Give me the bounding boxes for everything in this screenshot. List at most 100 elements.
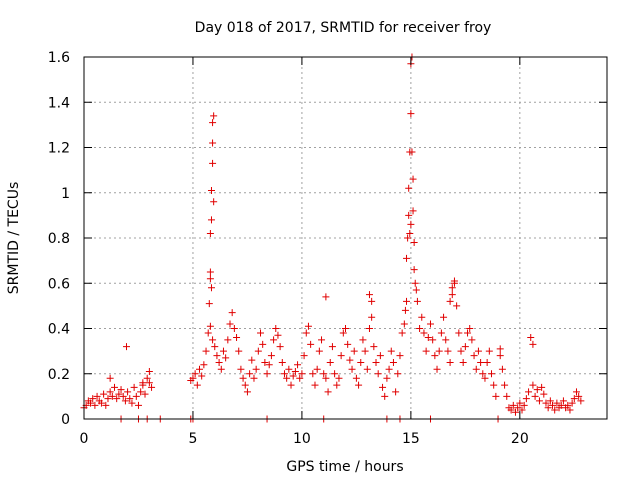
data-point	[485, 347, 493, 355]
data-point	[117, 386, 125, 394]
data-point	[474, 347, 482, 355]
data-point	[313, 365, 321, 373]
data-point	[387, 347, 395, 355]
data-point	[464, 329, 472, 337]
data-point	[418, 313, 426, 321]
data-point	[259, 340, 267, 348]
data-point	[239, 374, 247, 382]
data-point	[287, 381, 295, 389]
data-point	[498, 365, 506, 373]
data-point	[145, 379, 153, 387]
data-point	[404, 234, 412, 242]
data-point	[531, 392, 539, 400]
data-point	[302, 329, 310, 337]
data-point	[285, 365, 293, 373]
y-tick-label: 0.2	[48, 367, 70, 383]
data-point	[408, 148, 416, 156]
data-point	[457, 347, 465, 355]
data-point	[350, 347, 358, 355]
data-point	[411, 279, 419, 287]
data-point	[206, 229, 214, 237]
data-point	[89, 395, 97, 403]
data-point	[141, 390, 149, 398]
data-point	[363, 365, 371, 373]
data-point	[250, 374, 258, 382]
data-point	[93, 392, 101, 400]
y-tick-label: 0.8	[48, 231, 70, 247]
data-point	[206, 268, 214, 276]
data-point	[309, 370, 317, 378]
data-point	[420, 329, 428, 337]
data-point	[379, 383, 387, 391]
data-point	[121, 397, 129, 405]
data-point	[461, 343, 469, 351]
data-point	[405, 184, 413, 192]
data-point	[564, 401, 572, 409]
data-point	[385, 365, 393, 373]
data-point	[333, 381, 341, 389]
data-point	[413, 297, 421, 305]
data-point	[219, 347, 227, 355]
x-tick-label: 0	[80, 431, 89, 447]
data-point	[479, 370, 487, 378]
data-point	[370, 343, 378, 351]
data-point	[207, 216, 215, 224]
data-point	[210, 198, 218, 206]
data-point	[304, 322, 312, 330]
data-point	[115, 390, 123, 398]
data-point	[209, 139, 217, 147]
data-point	[298, 370, 306, 378]
data-point	[248, 356, 256, 364]
data-point	[381, 392, 389, 400]
data-point	[540, 390, 548, 398]
data-point	[398, 329, 406, 337]
data-point	[228, 309, 236, 317]
data-point	[435, 347, 443, 355]
data-point	[496, 345, 504, 353]
axis-ticks: 0 0.2 0.4 0.6 0.8 1 1.2 1.4 1.6 0 5 10 15 20	[48, 50, 607, 447]
y-tick-label: 0.6	[48, 276, 70, 292]
data-point	[470, 352, 478, 360]
data-point	[224, 336, 232, 344]
data-point	[265, 361, 273, 369]
data-point	[134, 401, 142, 409]
data-point	[401, 306, 409, 314]
data-point	[533, 386, 541, 394]
data-point	[272, 325, 280, 332]
data-point	[557, 401, 565, 409]
data-point	[322, 293, 330, 301]
x-tick-label: 10	[293, 431, 311, 447]
data-point	[267, 352, 275, 360]
data-point	[400, 320, 408, 328]
data-point	[422, 347, 430, 355]
data-point	[570, 395, 578, 403]
data-point	[433, 365, 441, 373]
grid	[84, 57, 607, 419]
data-point	[209, 336, 217, 344]
data-point	[246, 370, 254, 378]
x-tick-label: 15	[402, 431, 420, 447]
data-point	[102, 401, 110, 409]
data-point	[252, 365, 260, 373]
data-point	[492, 392, 500, 400]
data-point	[276, 343, 284, 351]
data-point	[237, 365, 245, 373]
data-point	[145, 367, 153, 375]
data-point	[283, 374, 291, 382]
data-point	[426, 320, 434, 328]
y-tick-label: 1.6	[48, 50, 70, 66]
data-point	[291, 367, 299, 375]
data-point	[207, 284, 215, 292]
data-point	[450, 277, 458, 285]
data-point	[518, 406, 526, 414]
data-point	[511, 408, 519, 416]
data-point	[529, 381, 537, 389]
data-point	[535, 397, 543, 405]
data-point	[516, 399, 524, 407]
data-point	[566, 406, 574, 414]
data-point	[352, 374, 360, 382]
data-point	[549, 401, 557, 409]
data-point	[412, 286, 420, 294]
data-point	[344, 340, 352, 348]
data-point	[437, 329, 445, 337]
